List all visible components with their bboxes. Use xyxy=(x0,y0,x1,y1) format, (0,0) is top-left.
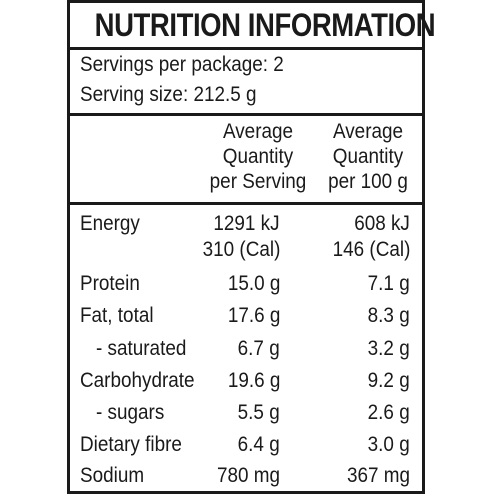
nutrient-label: Dietary fibre xyxy=(80,433,182,456)
title-divider xyxy=(70,47,422,50)
column-header-line: Quantity xyxy=(332,145,404,168)
per-100g-value: 2.6 g xyxy=(367,401,410,424)
column-header-line: Average xyxy=(332,120,404,143)
per-serving-value: 780 mg xyxy=(216,464,280,487)
nutrient-label: Sodium xyxy=(80,464,145,487)
per-serving-value: 19.6 g xyxy=(227,369,280,392)
per-serving-value: 6.7 g xyxy=(237,337,280,360)
per-100g-value: 8.3 g xyxy=(367,304,410,327)
serving-size: Serving size: 212.5 g xyxy=(80,83,257,106)
per-serving-value: 1291 kJ xyxy=(213,212,280,235)
nutrient-label: Protein xyxy=(80,272,140,295)
nutrient-label: Energy xyxy=(80,212,140,235)
per-100g-value: 9.2 g xyxy=(367,369,410,392)
column-header-line: per Serving xyxy=(209,170,307,193)
nutrition-panel: NUTRITION INFORMATION Servings per packa… xyxy=(67,0,436,494)
per-100g-value: 7.1 g xyxy=(367,272,410,295)
per-100g-value: 608 kJ xyxy=(354,212,410,235)
panel-title: NUTRITION INFORMATION xyxy=(94,7,436,43)
per-100g-value: 146 (Cal) xyxy=(332,238,410,261)
nutrient-label: Fat, total xyxy=(80,304,154,327)
per-serving-value: 6.4 g xyxy=(237,433,280,456)
per-100g-value: 3.0 g xyxy=(367,433,410,456)
column-header-line: Quantity xyxy=(222,145,294,168)
column-header-per-100g: Average Quantity per 100 g xyxy=(319,119,418,194)
servings-per-package: Servings per package: 2 xyxy=(80,53,284,76)
per-serving-value: 15.0 g xyxy=(227,272,280,295)
serving-divider xyxy=(70,113,422,116)
column-header-line: Average xyxy=(222,120,294,143)
nutrient-label: - sugars xyxy=(96,401,165,424)
per-serving-value: 17.6 g xyxy=(227,304,280,327)
per-100g-value: 367 mg xyxy=(346,464,410,487)
per-serving-value: 310 (Cal) xyxy=(202,238,280,261)
per-100g-value: 3.2 g xyxy=(367,337,410,360)
per-serving-value: 5.5 g xyxy=(237,401,280,424)
nutrient-label: Carbohydrate xyxy=(80,369,195,392)
column-header-line: per 100 g xyxy=(328,170,408,193)
nutrient-label: - saturated xyxy=(96,337,187,360)
column-header-per-serving: Average Quantity per Serving xyxy=(204,119,312,194)
header-divider xyxy=(70,202,422,205)
